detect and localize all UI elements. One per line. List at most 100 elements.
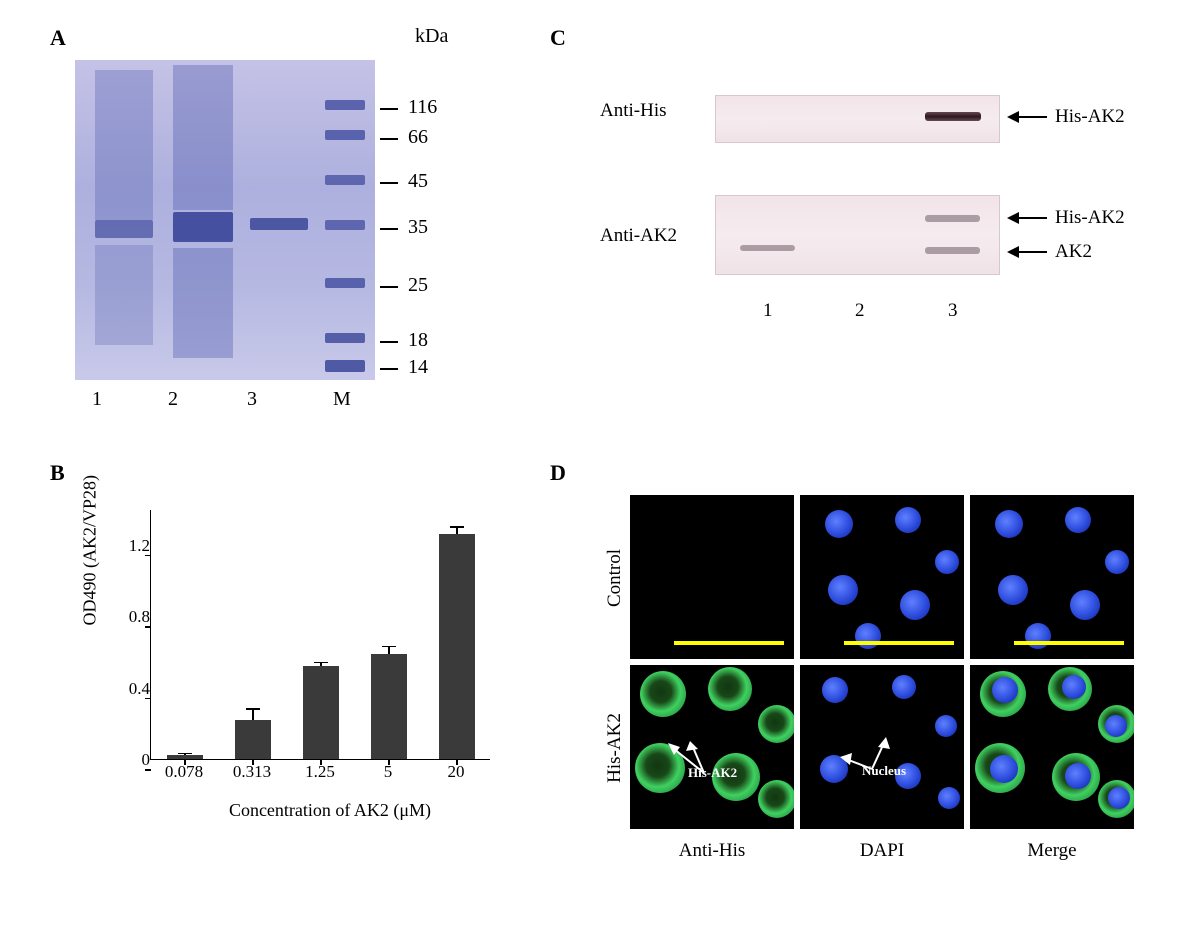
nucleus-blob [1025,623,1051,649]
blot-band-label: His-AK2 [1055,207,1125,229]
nucleus-blob [998,575,1028,605]
x-tick-label: 1.25 [290,762,350,782]
nucleus-blob [1062,675,1086,699]
nucleus-blob [828,575,858,605]
microscopy-row-label: Control [604,538,626,618]
nucleus-blob [1108,787,1130,809]
gel-band [325,278,365,288]
blot-band [740,245,795,251]
error-cap [178,753,192,755]
y-tick-label: 0 [110,750,150,770]
gel-band [250,218,308,230]
marker-tick [380,341,398,343]
gel-band [325,360,365,372]
x-tick-label: 0.078 [154,762,214,782]
kda-label: kDa [415,25,448,48]
marker-value: 18 [408,329,428,352]
gel-band [325,175,365,185]
marker-value: 116 [408,96,437,119]
microscopy-image [630,495,794,659]
marker-tick [380,368,398,370]
scale-bar [1014,641,1124,645]
gel-band [325,100,365,110]
gel-band [173,212,233,242]
panel-c: C Anti-HisHis-AK2Anti-AK2His-AK2AK2123 [545,20,1165,400]
gel-lane-label: 1 [92,388,102,411]
gel-band [95,70,153,220]
cell-blob [758,705,794,743]
error-cap [450,526,464,528]
figure: A kDa 116664535251814 123M B OD490 (AK2/… [20,20,1180,912]
marker-value: 14 [408,356,428,379]
blot-antibody-label: Anti-His [600,100,667,122]
error-cap [314,662,328,664]
nucleus-blob [995,510,1023,538]
annotation-label: Nucleus [862,763,906,779]
nucleus-blob [825,510,853,538]
nucleus-blob [1065,763,1091,789]
marker-value: 66 [408,126,428,149]
cell-blob [708,667,752,711]
gel-band [173,65,233,210]
microscopy-col-label: Merge [970,840,1134,862]
error-bar [388,647,390,654]
microscopy-col-label: Anti-His [630,840,794,862]
nucleus-blob [1105,715,1127,737]
nucleus-blob [822,677,848,703]
nucleus-blob [900,590,930,620]
blot-band [925,215,980,222]
y-axis-label: OD490 (AK2/VP28) [80,475,101,626]
marker-tick [380,228,398,230]
blot-strip [715,195,1000,275]
gel-lane-label: 3 [247,388,257,411]
nucleus-blob [1070,590,1100,620]
nucleus-blob [892,675,916,699]
y-tick-label: 1.2 [110,536,150,556]
gel-band [325,333,365,343]
microscopy-image [970,665,1134,829]
gel-band [173,248,233,358]
marker-tick [380,182,398,184]
bar [439,534,475,759]
blot-band [925,112,981,121]
bar-chart: OD490 (AK2/VP28) 0.0780.3131.25520 00.40… [100,500,500,810]
panel-a-label: A [50,25,66,51]
marker-value: 25 [408,274,428,297]
nucleus-blob [855,623,881,649]
panel-d: D ControlHis-AK2Anti-HisDAPIMergeHis-AK2… [550,460,1180,910]
microscopy-image [800,495,964,659]
scale-bar [844,641,954,645]
marker-tick [380,108,398,110]
panel-a: A kDa 116664535251814 123M [20,20,500,410]
error-cap [382,646,396,648]
nucleus-blob [990,755,1018,783]
panel-d-label: D [550,460,566,486]
x-axis-label: Concentration of AK2 (μM) [160,800,500,821]
arrow-icon [1007,108,1047,131]
marker-value: 45 [408,170,428,193]
nucleus-blob [992,677,1018,703]
arrow-icon [1007,243,1047,266]
scale-bar [674,641,784,645]
cell-blob [758,780,794,818]
nucleus-blob [935,715,957,737]
error-cap [246,708,260,710]
blot-lane-label: 2 [855,300,865,322]
microscopy-image: His-AK2 [630,665,794,829]
nucleus-blob [1065,507,1091,533]
gel-band [325,220,365,230]
gel-image [75,60,375,380]
blot-band-label: His-AK2 [1055,106,1125,128]
blot-lane-label: 3 [948,300,958,322]
marker-tick [380,138,398,140]
nucleus-blob [895,507,921,533]
gel-lane-label: 2 [168,388,178,411]
bar [235,720,271,759]
gel-lane-label: M [333,388,351,411]
gel-band [95,245,153,345]
nucleus-blob [1105,550,1129,574]
blot-antibody-label: Anti-AK2 [600,225,677,247]
microscopy-col-label: DAPI [800,840,964,862]
nucleus-blob [938,787,960,809]
cell-blob [640,671,686,717]
